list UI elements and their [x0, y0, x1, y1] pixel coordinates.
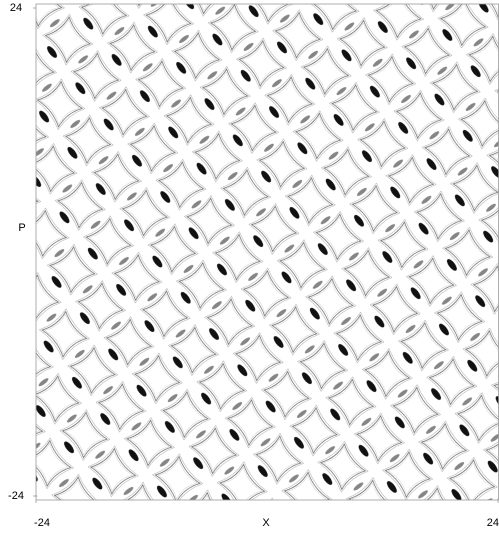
- chart: P X -24 24 -24 24: [0, 0, 499, 534]
- y-axis-label: P: [18, 222, 25, 234]
- y-tick-label: 24: [10, 2, 22, 14]
- plot-area: [36, 4, 499, 500]
- x-tick-label: -24: [34, 517, 50, 529]
- x-axis-label: X: [262, 517, 270, 529]
- y-tick-label: -24: [8, 490, 24, 502]
- phase-portrait: [36, 4, 499, 500]
- x-tick-label: 24: [487, 517, 499, 529]
